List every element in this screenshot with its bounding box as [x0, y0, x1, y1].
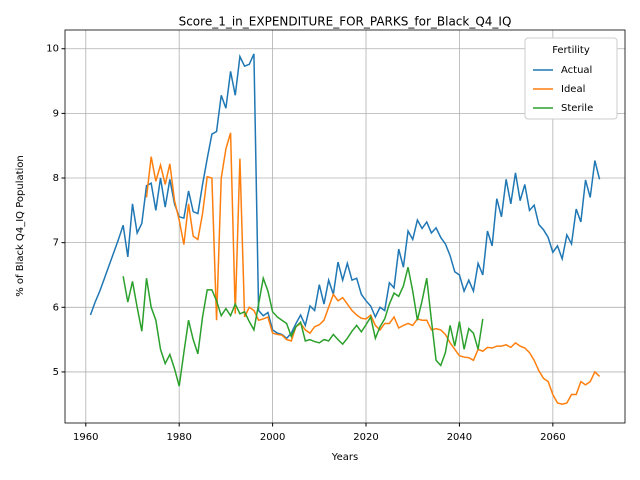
x-tick-label: 2000 — [260, 432, 285, 443]
y-tick-label: 8 — [53, 173, 59, 184]
line-1 — [145, 132, 601, 406]
legend-label: Actual — [561, 65, 592, 76]
x-tick-label: 1960 — [73, 432, 98, 443]
line-0 — [89, 53, 601, 340]
x-tick-label: 2040 — [447, 432, 472, 443]
x-axis-label: Years — [331, 452, 358, 463]
legend-title: Fertility — [552, 45, 590, 56]
x-tick-label: 1980 — [166, 432, 191, 443]
y-axis-label: % of Black Q4_IQ Population — [15, 155, 26, 297]
line-2 — [122, 267, 484, 387]
x-tick-label: 2060 — [540, 432, 565, 443]
plot-frame — [64, 29, 626, 424]
chart-title: Score_1_in_EXPENDITURE_FOR_PARKS_for_Bla… — [179, 15, 512, 29]
y-tick-label: 10 — [46, 44, 59, 55]
legend-label: Ideal — [561, 84, 585, 95]
legend-label: Sterile — [561, 103, 593, 114]
y-tick-label: 7 — [53, 238, 59, 249]
y-tick-label: 9 — [53, 108, 59, 119]
x-tick-label: 2020 — [353, 432, 378, 443]
y-tick-label: 5 — [53, 367, 59, 378]
legend-box — [524, 37, 618, 120]
y-tick-label: 6 — [53, 302, 59, 313]
